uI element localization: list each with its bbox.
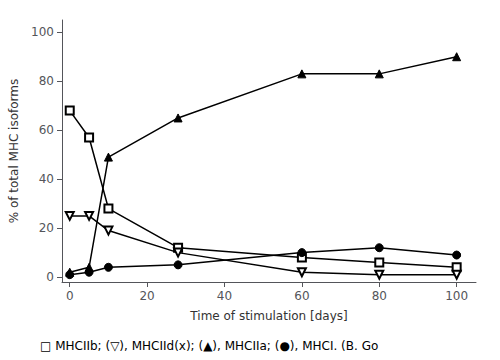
svg-text:20: 20 [39,221,54,235]
svg-text:40: 40 [217,289,232,303]
svg-text:80: 80 [372,289,387,303]
svg-text:100: 100 [445,289,468,303]
svg-text:% of total MHC isoforms: % of total MHC isoforms [7,79,21,224]
svg-text:60: 60 [39,123,54,137]
svg-text:80: 80 [39,74,54,88]
svg-text:40: 40 [39,172,54,186]
svg-text:0: 0 [46,270,54,284]
svg-text:20: 20 [139,289,154,303]
svg-text:Time of stimulation [days]: Time of stimulation [days] [189,309,347,323]
svg-text:60: 60 [294,289,309,303]
svg-text:0: 0 [66,289,74,303]
svg-text:□ MHCIIb; (▽), MHCIId(x); (▲),: □ MHCIIb; (▽), MHCIId(x); (▲), MHCIIa; (… [40,339,378,353]
svg-text:100: 100 [31,25,54,39]
